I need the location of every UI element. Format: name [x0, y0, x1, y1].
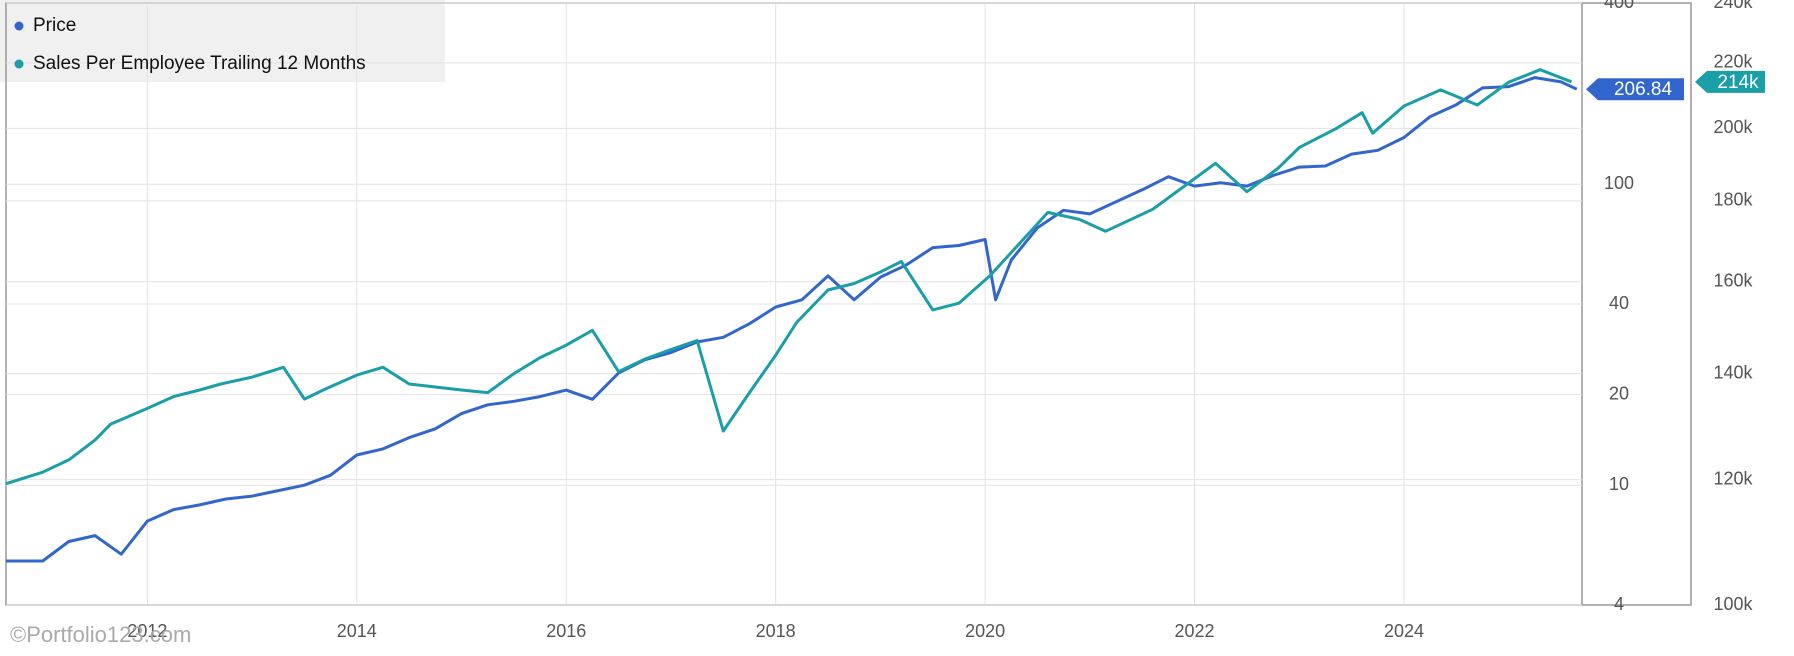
value-label: 206.84: [1614, 79, 1673, 100]
series-line: [6, 76, 1578, 563]
legend-label: Sales Per Employee Trailing 12 Months: [33, 53, 366, 74]
x-tick-label: 2018: [756, 621, 796, 641]
value-label: 214k: [1717, 72, 1759, 93]
legend-marker: [14, 21, 24, 31]
y-tick-label: 4: [1614, 594, 1624, 614]
legend-label: Price: [33, 15, 76, 36]
x-tick-label: 2014: [337, 621, 377, 641]
y2-tick-label: 120k: [1713, 468, 1753, 488]
watermark: ©Portfolio123.com: [10, 622, 191, 647]
legend-box: [0, 0, 445, 82]
x-tick-label: 2016: [546, 621, 586, 641]
y-tick-label: 400: [1604, 0, 1634, 12]
y-tick-label: 20: [1609, 383, 1629, 403]
y2-tick-label: 100k: [1713, 594, 1753, 614]
value-flag: [1695, 70, 1765, 93]
y2-tick-label: 140k: [1713, 362, 1753, 382]
y2-tick-label: 220k: [1713, 52, 1753, 72]
x-tick-label: 2012: [127, 621, 167, 641]
legend-marker: [14, 59, 24, 69]
value-flag: [1586, 78, 1684, 101]
y-tick-label: 40: [1609, 293, 1629, 313]
x-tick-label: 2024: [1384, 621, 1424, 641]
y2-tick-label: 160k: [1713, 271, 1753, 291]
series-line: [5, 68, 1573, 486]
y2-tick-label: 200k: [1713, 117, 1753, 137]
y-tick-label: 10: [1609, 474, 1629, 494]
y-tick-label: 100: [1604, 173, 1634, 193]
y2-tick-label: 180k: [1713, 190, 1753, 210]
x-tick-label: 2020: [965, 621, 1005, 641]
y2-tick-label: 240k: [1713, 0, 1753, 12]
x-tick-label: 2022: [1175, 621, 1215, 641]
